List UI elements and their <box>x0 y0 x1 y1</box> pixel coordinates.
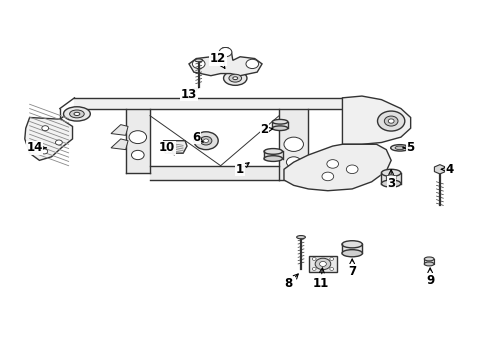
Circle shape <box>194 132 218 150</box>
Circle shape <box>42 126 49 131</box>
Circle shape <box>322 172 334 181</box>
Circle shape <box>330 257 334 260</box>
Polygon shape <box>111 125 128 135</box>
Ellipse shape <box>223 71 247 85</box>
Circle shape <box>388 119 394 123</box>
Polygon shape <box>162 141 187 153</box>
Circle shape <box>377 111 405 131</box>
Text: 2: 2 <box>260 123 273 136</box>
Circle shape <box>203 139 208 143</box>
Circle shape <box>193 59 205 68</box>
Text: 10: 10 <box>159 141 175 155</box>
Ellipse shape <box>424 257 434 261</box>
Ellipse shape <box>64 107 90 121</box>
Circle shape <box>384 116 398 126</box>
Circle shape <box>55 140 62 145</box>
Circle shape <box>327 159 339 168</box>
Polygon shape <box>284 144 391 191</box>
Circle shape <box>346 165 358 174</box>
Ellipse shape <box>70 110 84 118</box>
Polygon shape <box>25 117 73 160</box>
Ellipse shape <box>395 146 405 150</box>
Circle shape <box>284 137 303 152</box>
Ellipse shape <box>381 169 401 176</box>
Circle shape <box>200 136 212 145</box>
Circle shape <box>312 257 316 260</box>
Ellipse shape <box>264 149 283 154</box>
Ellipse shape <box>381 180 401 187</box>
Polygon shape <box>343 96 411 144</box>
Circle shape <box>41 149 48 154</box>
Ellipse shape <box>424 262 434 266</box>
Ellipse shape <box>264 156 283 161</box>
Circle shape <box>129 131 147 144</box>
Ellipse shape <box>195 59 202 62</box>
Text: 13: 13 <box>181 88 198 101</box>
Ellipse shape <box>74 112 80 116</box>
Polygon shape <box>111 139 128 150</box>
Circle shape <box>315 258 331 270</box>
Text: 8: 8 <box>285 274 298 290</box>
Ellipse shape <box>233 77 238 80</box>
Ellipse shape <box>342 249 363 257</box>
Polygon shape <box>435 165 445 174</box>
Circle shape <box>319 261 326 266</box>
Text: 3: 3 <box>387 170 395 190</box>
Text: 14: 14 <box>26 141 46 154</box>
Circle shape <box>312 267 316 270</box>
Polygon shape <box>189 48 262 76</box>
Text: 11: 11 <box>313 268 329 290</box>
Text: 1: 1 <box>236 163 249 176</box>
Text: 4: 4 <box>441 163 454 176</box>
Text: 6: 6 <box>192 131 203 144</box>
Circle shape <box>246 59 259 68</box>
FancyBboxPatch shape <box>309 256 337 272</box>
Circle shape <box>219 48 232 57</box>
Circle shape <box>330 267 334 270</box>
Circle shape <box>386 175 396 182</box>
Text: 9: 9 <box>426 268 434 287</box>
Text: 12: 12 <box>210 52 226 68</box>
Circle shape <box>131 150 144 159</box>
Text: 5: 5 <box>403 141 415 154</box>
Circle shape <box>287 157 301 167</box>
Text: 7: 7 <box>348 259 356 278</box>
Ellipse shape <box>229 74 242 82</box>
Ellipse shape <box>272 120 288 124</box>
Ellipse shape <box>296 235 305 239</box>
Ellipse shape <box>342 241 363 248</box>
Ellipse shape <box>272 126 288 131</box>
Ellipse shape <box>391 145 409 151</box>
